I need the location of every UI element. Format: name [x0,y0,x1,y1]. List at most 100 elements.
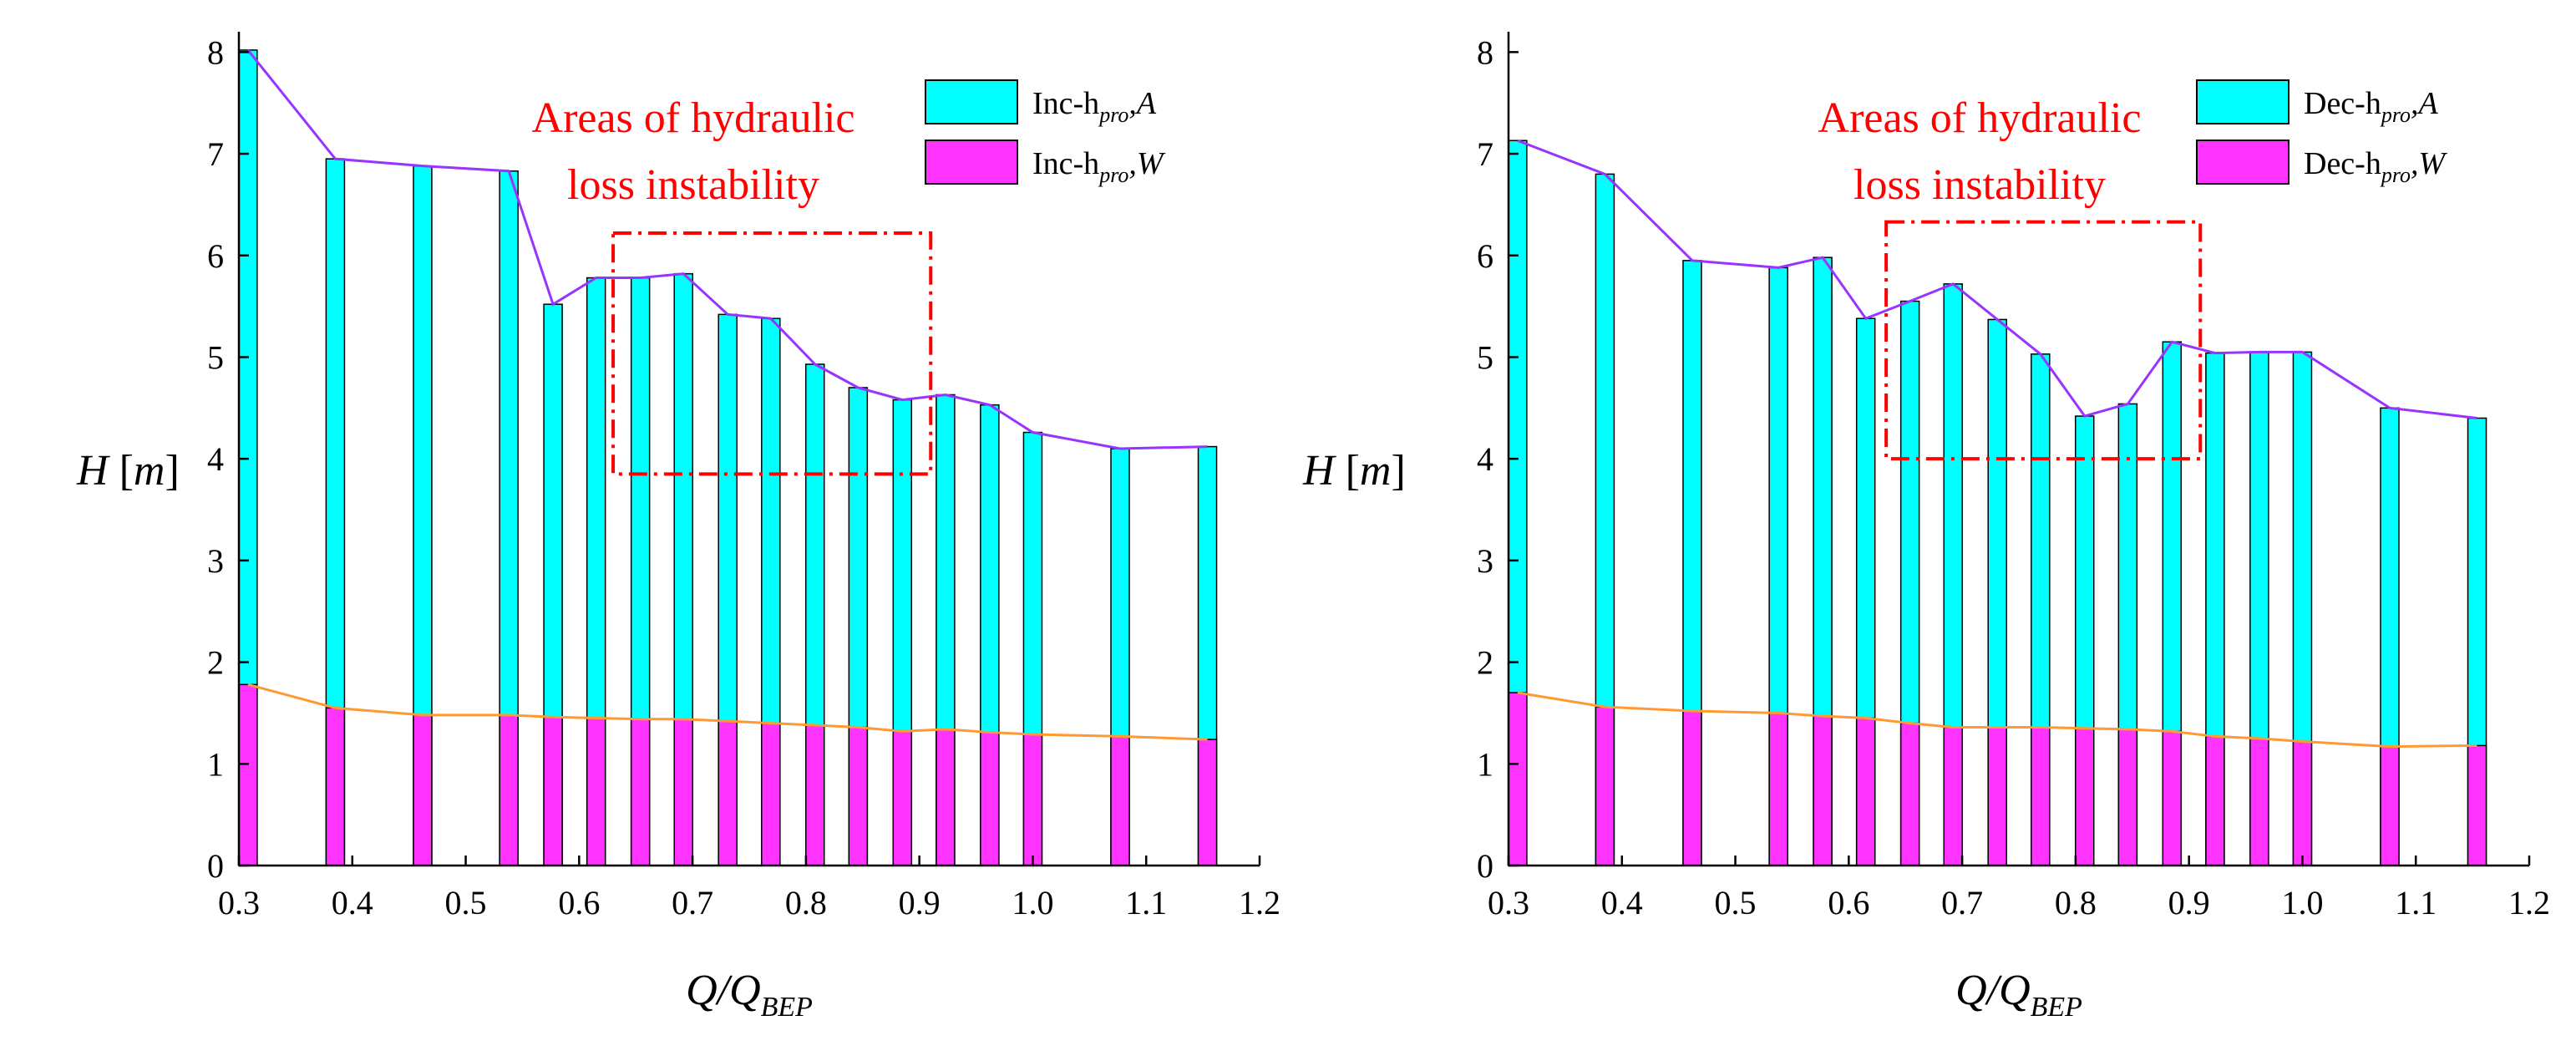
bar-w-10 [2031,726,2051,866]
x-tick-label: 1.0 [2281,884,2323,922]
bar-w-2 [1595,706,1615,866]
bar-w-11 [2075,727,2095,866]
y-tick-label: 7 [207,135,224,173]
y-axis-bracket: [ [109,447,134,495]
legend-swatch-w [2196,140,2289,185]
x-tick-label: 0.5 [445,884,487,922]
y-tick-label: 0 [207,847,224,885]
x-tick-label: 0.4 [332,884,373,922]
x-axis-subscript: BEP [761,992,813,1023]
legend-suffix: ,W [2411,146,2448,181]
x-axis-title: Q/QBEP [686,967,813,1023]
bar-w-6 [586,717,606,866]
y-tick-label: 3 [1477,542,1493,580]
y-axis-unit: m [134,447,165,495]
x-tick-label: 0.9 [2168,884,2210,922]
x-tick-label: 0.4 [1601,884,1643,922]
legend-name: Inc-h [1032,146,1099,181]
bar-w-4 [1768,712,1788,866]
y-tick-label: 8 [1477,33,1493,71]
legend-swatch-a [2196,79,2289,124]
bar-w-18 [2467,744,2487,866]
bar-w-16 [1022,734,1043,866]
y-axis-symbol: H [76,447,110,495]
bar-w-3 [1682,710,1702,866]
legend-subscript: pro [2380,163,2411,187]
y-tick-label: 4 [207,440,224,478]
y-tick-label: 6 [207,237,224,275]
bar-w-18 [1197,739,1218,866]
bar-w-12 [848,726,869,866]
x-tick-label: 0.6 [1828,884,1869,922]
bar-w-13 [892,730,913,866]
bar-w-5 [543,716,563,866]
bar-w-10 [761,722,781,866]
bar-w-7 [630,718,651,866]
y-tick-label: 0 [1477,847,1493,885]
x-axis-title: Q/QBEP [1955,967,2082,1023]
x-tick-label: 0.3 [218,884,260,922]
instability-region-box [611,231,933,476]
series-line-w [1517,691,2477,749]
legend-label-w: Inc-hpro,W [1032,146,1166,187]
bar-w-14 [936,729,956,866]
x-tick-label: 0.3 [1488,884,1529,922]
annotation-line-1: Areas of hydraulic [532,94,855,142]
y-tick-label: 6 [1477,237,1493,275]
legend-name: Dec-h [2304,146,2381,181]
y-tick-label: 1 [207,745,224,783]
y-axis-title: H [m] [1302,447,1406,495]
legend-suffix: ,W [1128,146,1166,181]
legend-subscript: pro [1098,103,1128,127]
x-tick-label: 0.5 [1715,884,1757,922]
legend-name: Dec-h [2304,86,2381,121]
bar-w-17 [1110,735,1130,866]
legend-name: Inc-h [1032,86,1099,121]
chart-panel-2: 0 1 2 3 4 5 6 7 8 0.3 0.4 0.5 0.6 0.7 0.8 0.9 1.0 1.1 1.2 H… [1302,32,2550,1023]
bar-w-8 [673,718,693,866]
y-axis-bracket: ] [165,447,179,495]
x-tick-label: 0.6 [558,884,600,922]
instability-region-box [1884,220,2203,461]
legend-suffix: ,A [2411,86,2439,121]
y-axis-symbol: H [1302,447,1336,495]
x-tick-label: 1.1 [1125,884,1167,922]
x-tick-label: 1.1 [2395,884,2437,922]
y-axis-bracket: [ [1335,447,1360,495]
bar-w-11 [805,724,825,866]
series-line-w [247,683,1208,741]
y-tick-label: 5 [1477,338,1493,376]
y-tick-label: 1 [1477,745,1493,783]
x-tick-label: 1.2 [2508,884,2550,922]
bar-w-16 [2292,740,2313,866]
bar-w-12 [2117,729,2138,866]
bar-w-9 [718,720,738,866]
y-tick-label: 2 [207,644,224,682]
x-tick-label: 0.9 [899,884,941,922]
y-tick-label: 8 [207,33,224,71]
legend-subscript: pro [2380,103,2411,127]
chart-panel-1: 0 1 2 3 4 5 6 7 8 0.3 0.4 0.5 0.6 0.7 0.8 0.9 1.0 1.1 1.2 H… [76,32,1280,1023]
bar-w-15 [2249,738,2269,866]
bar-w-17 [2380,745,2400,866]
bar-w-3 [413,714,433,866]
bar-w-7 [1899,722,1920,866]
legend-suffix: ,A [1128,86,1157,121]
legend-label-a: Inc-hpro,A [1032,86,1157,127]
series-line-a [1517,139,2477,419]
bar-w-2 [325,707,346,866]
legend-swatch-a [925,79,1018,124]
x-axis-main: Q/Q [1955,967,2031,1014]
bar-w-1 [1508,692,1528,866]
legend-swatch-w [925,140,1018,185]
y-tick-label: 4 [1477,440,1493,478]
x-tick-label: 0.7 [1941,884,1983,922]
bar-w-6 [1855,717,1876,866]
y-tick-label: 3 [207,542,224,580]
x-tick-label: 0.8 [2055,884,2097,922]
y-tick-label: 2 [1477,644,1493,682]
x-tick-label: 1.0 [1012,884,1053,922]
bar-w-4 [499,714,519,866]
bar-w-8 [1943,726,1963,866]
